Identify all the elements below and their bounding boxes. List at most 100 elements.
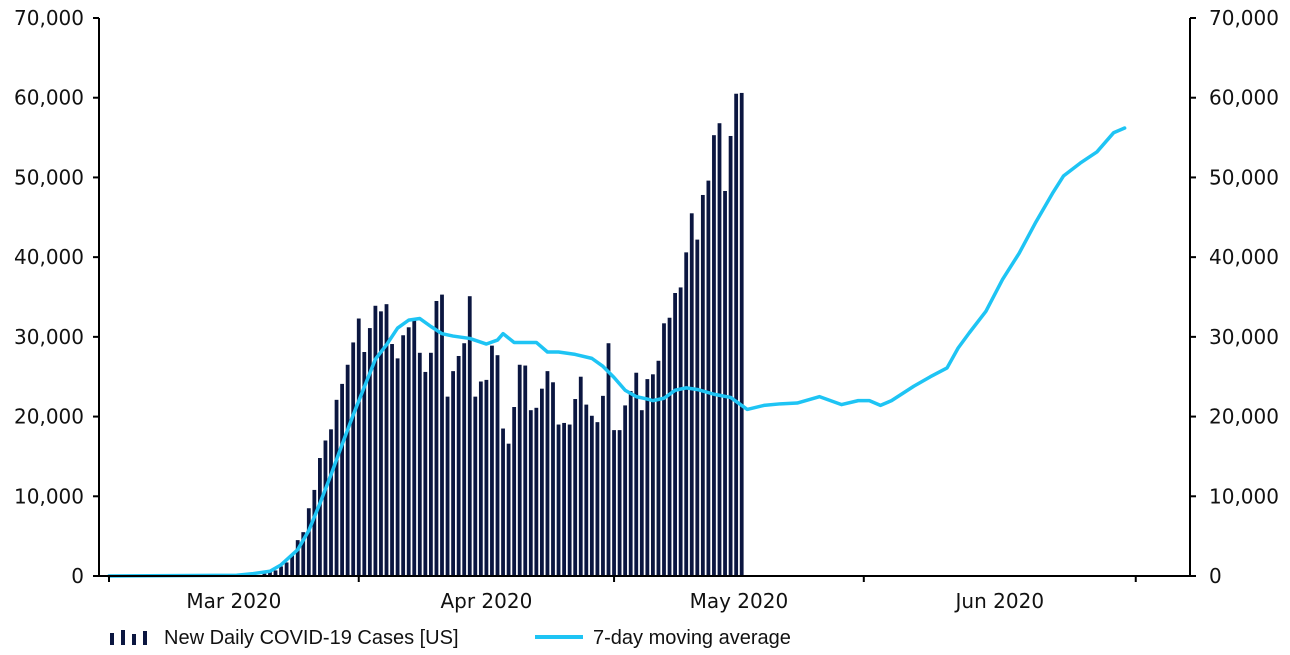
x-tick-label: Apr 2020 (440, 589, 532, 613)
bar (667, 317, 672, 576)
bar (523, 365, 528, 576)
axes: 0 10,000 20,000 30,000 40,000 50,000 60,000 70,… (14, 6, 1279, 613)
bar (340, 383, 344, 576)
y-tick-label: 0 (71, 564, 84, 588)
bar (356, 318, 361, 576)
moving-average-series (107, 126, 1127, 578)
bar (462, 343, 467, 576)
bar (501, 428, 505, 576)
y-tick-label: 30,000 (14, 325, 84, 349)
y2-tick-label: 0 (1209, 564, 1222, 588)
bar (601, 395, 605, 576)
bar (290, 555, 295, 576)
bar (617, 430, 622, 576)
legend-label-average: 7-day moving average (593, 627, 791, 649)
bar (318, 458, 322, 576)
bar (351, 342, 356, 576)
moving-average-line (107, 126, 1127, 578)
bar (656, 360, 661, 576)
bar (717, 123, 722, 576)
bar (534, 407, 539, 576)
bar (429, 352, 433, 576)
bar (506, 443, 511, 576)
bar (423, 371, 428, 576)
bar (540, 388, 544, 576)
bar (456, 355, 461, 576)
bar-series (245, 92, 744, 577)
bar (512, 407, 517, 576)
bar (662, 323, 666, 576)
y2-tick-label: 50,000 (1209, 165, 1279, 189)
y-tick-label: 40,000 (14, 245, 84, 269)
bar (734, 93, 739, 576)
y-tick-label: 10,000 (14, 484, 84, 508)
bar (284, 562, 289, 576)
bar (551, 382, 555, 576)
x-tick-label: Mar 2020 (186, 589, 281, 613)
bar (623, 405, 628, 576)
legend-bar-swatch (110, 633, 114, 645)
bar (401, 335, 406, 576)
bar (606, 343, 611, 576)
bar (395, 358, 400, 576)
y2-tick-label: 60,000 (1209, 86, 1279, 110)
y-tick-label: 70,000 (14, 6, 84, 30)
bar (739, 92, 744, 577)
bar (440, 294, 444, 576)
bar (678, 287, 683, 576)
bar (262, 573, 267, 576)
bar (517, 364, 522, 576)
bar (379, 311, 383, 576)
bar (628, 391, 633, 576)
bar (484, 379, 489, 576)
bar (495, 355, 500, 576)
bar (467, 296, 472, 576)
bar (673, 293, 677, 576)
bar (645, 379, 650, 576)
bar (728, 135, 733, 577)
bar (301, 532, 306, 576)
bar (589, 415, 594, 576)
bar (528, 410, 533, 576)
bar (390, 344, 394, 576)
bar (578, 376, 583, 576)
y2-tick-label: 40,000 (1209, 245, 1279, 269)
legend-bar-swatch (143, 631, 147, 645)
bar (323, 440, 328, 576)
bar (367, 328, 372, 576)
bar (312, 489, 317, 576)
bar (345, 364, 350, 576)
bar (584, 404, 589, 576)
bar (434, 300, 439, 576)
bar (334, 399, 339, 576)
bar (639, 410, 644, 576)
bar (268, 571, 272, 576)
bar (273, 570, 278, 576)
bar (490, 345, 494, 576)
bar (562, 422, 566, 576)
bar (306, 508, 311, 576)
bar (556, 424, 561, 576)
legend-bar-swatch (121, 630, 125, 645)
bar (723, 190, 727, 577)
bar (567, 424, 572, 576)
bar (478, 381, 483, 576)
bar (651, 374, 655, 576)
bar (406, 327, 411, 576)
legend-label-cases: New Daily COVID-19 Cases [US] (164, 627, 459, 649)
bar (295, 540, 300, 576)
bar (595, 422, 600, 576)
x-tick-label: Jun 2020 (954, 589, 1045, 613)
legend: New Daily COVID-19 Cases [US] 7-day movin… (110, 627, 791, 649)
bar (573, 399, 578, 576)
y-tick-label: 50,000 (14, 165, 84, 189)
bar (612, 430, 616, 576)
bar (684, 252, 689, 577)
bar (412, 320, 417, 576)
bar (445, 396, 450, 576)
bar (700, 194, 705, 576)
bar (473, 396, 478, 576)
bar (279, 566, 283, 576)
y2-tick-label: 10,000 (1209, 484, 1279, 508)
